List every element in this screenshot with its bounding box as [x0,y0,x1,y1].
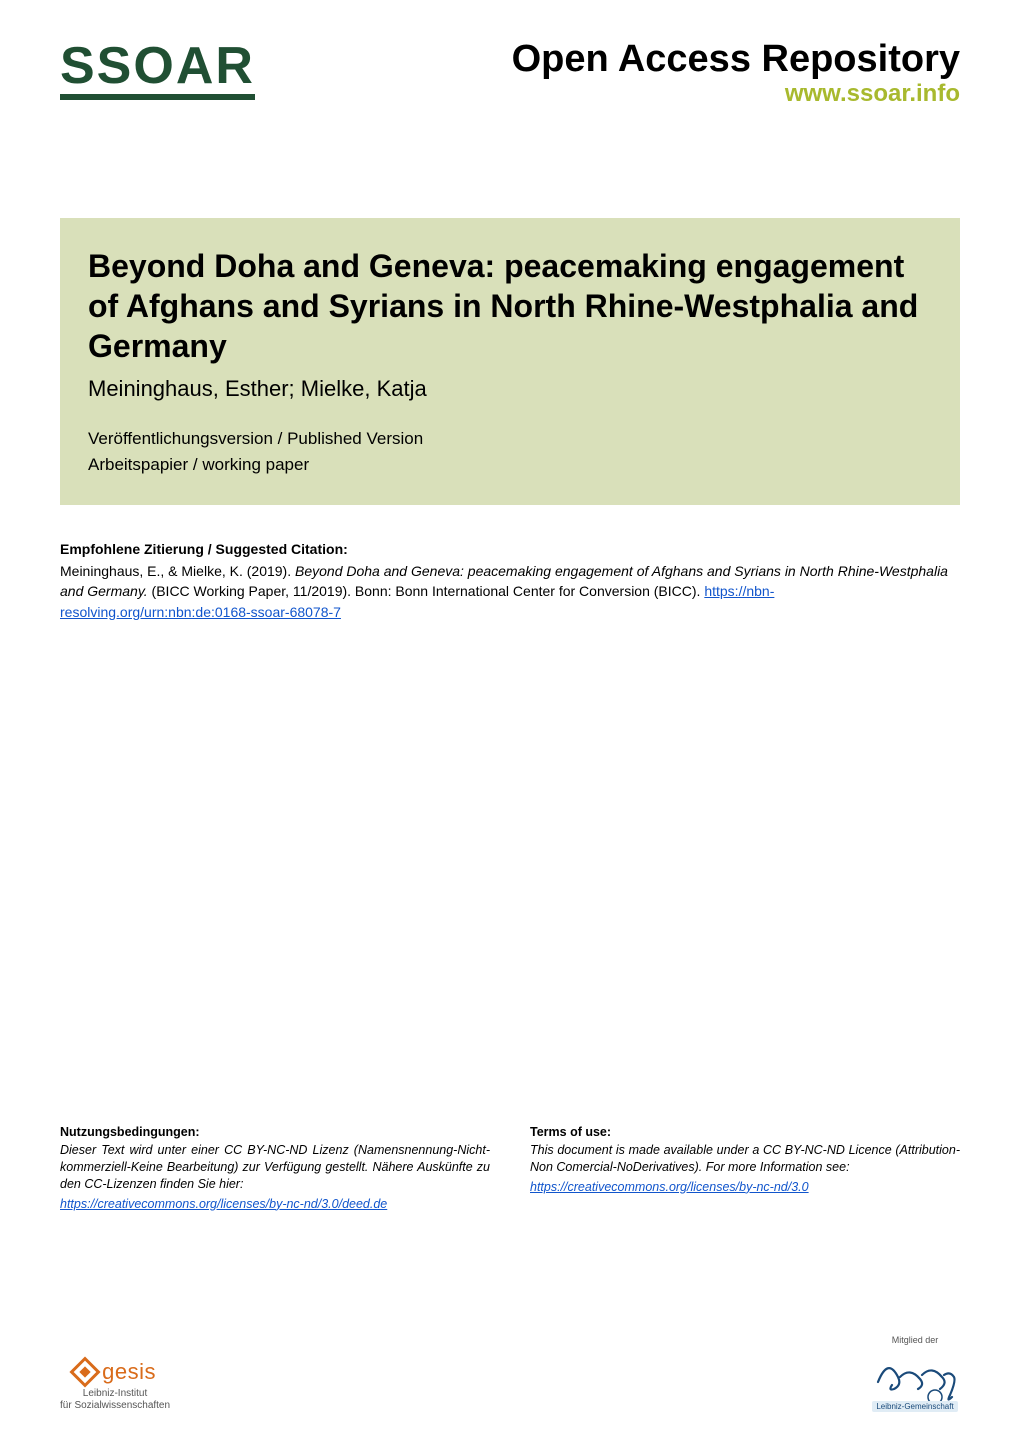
citation-text: Meininghaus, E., & Mielke, K. (2019). Be… [60,561,960,622]
repo-title-block: Open Access Repository www.ssoar.info [512,40,960,108]
gesis-logo-block: gesis Leibniz-Institut für Sozialwissens… [60,1359,170,1412]
gesis-square-icon [70,1356,101,1387]
terms-row: Nutzungsbedingungen: Dieser Text wird un… [60,1125,960,1213]
paper-authors: Meininghaus, Esther; Mielke, Katja [88,376,932,402]
terms-left-link[interactable]: https://creativecommons.org/licenses/by-… [60,1197,387,1211]
paper-card: Beyond Doha and Geneva: peacemaking enga… [60,218,960,505]
leibniz-logo-block: Mitglied der Leibniz-Gemeinschaft [870,1335,960,1412]
header: SSOAR Open Access Repository www.ssoar.i… [0,0,1020,108]
terms-right-col: Terms of use: This document is made avai… [530,1125,960,1213]
paper-doctype: Arbeitspapier / working paper [88,452,932,478]
repo-title: Open Access Repository [512,40,960,78]
terms-left-heading: Nutzungsbedingungen: [60,1125,490,1139]
ssoar-logo-text: SSOAR [60,40,255,100]
terms-left-col: Nutzungsbedingungen: Dieser Text wird un… [60,1125,490,1213]
citation-block: Empfohlene Zitierung / Suggested Citatio… [60,541,960,622]
citation-prefix: Meininghaus, E., & Mielke, K. (2019). [60,563,295,579]
leibniz-signature-icon [870,1347,960,1407]
gesis-sub2: für Sozialwissenschaften [60,1400,170,1411]
gesis-text: gesis [102,1359,156,1385]
ssoar-logo: SSOAR [60,40,255,100]
terms-right-link[interactable]: https://creativecommons.org/licenses/by-… [530,1180,809,1194]
repo-url[interactable]: www.ssoar.info [512,80,960,108]
terms-right-body: This document is made available under a … [530,1142,960,1176]
terms-right-heading: Terms of use: [530,1125,960,1139]
gesis-logo: gesis [74,1359,156,1385]
citation-heading: Empfohlene Zitierung / Suggested Citatio… [60,541,960,557]
terms-left-body: Dieser Text wird unter einer CC BY-NC-ND… [60,1142,490,1193]
leibniz-label: Mitglied der [892,1335,939,1345]
leibniz-sub: Leibniz-Gemeinschaft [872,1401,957,1412]
paper-version: Veröffentlichungsversion / Published Ver… [88,426,932,452]
footer: gesis Leibniz-Institut für Sozialwissens… [60,1335,960,1412]
gesis-sub: Leibniz-Institut für Sozialwissenschafte… [60,1388,170,1412]
citation-suffix: (BICC Working Paper, 11/2019). Bonn: Bon… [148,583,705,599]
gesis-sub1: Leibniz-Institut [83,1388,147,1399]
paper-title: Beyond Doha and Geneva: peacemaking enga… [88,246,932,366]
